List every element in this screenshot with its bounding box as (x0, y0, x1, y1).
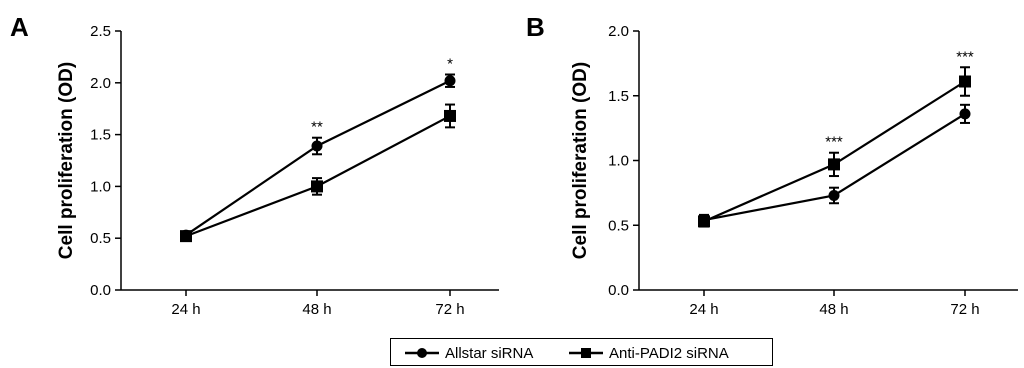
x-tick-label: 72 h (950, 301, 979, 318)
y-tick-label: 1.0 (90, 178, 111, 195)
square-marker-icon (569, 348, 603, 358)
figure: A Cell proliferation (OD) 0.0 0.5 1.0 1.5 2.0 2… (10, 12, 1018, 318)
series-square (698, 66, 971, 228)
data-point-square (959, 75, 971, 88)
data-point-circle (311, 140, 323, 152)
legend: Allstar siRNA Anti-PADI2 siRNA (390, 338, 773, 366)
chart-panel-a: A Cell proliferation (OD) 0.0 0.5 1.0 1.5 2.0 2… (10, 12, 499, 318)
y-tick-label: 1.5 (90, 127, 111, 144)
x-tick-label: 48 h (302, 301, 331, 318)
x-tick-label: 48 h (819, 301, 848, 318)
y-tick-label: 2.5 (90, 23, 111, 40)
significance-annotation: * (447, 56, 453, 73)
y-tick-label: 0.5 (608, 217, 629, 234)
y-axis-label: Cell proliferation (OD) (570, 62, 591, 259)
circle-marker-icon (405, 348, 439, 358)
y-tick-label: 2.0 (90, 75, 111, 92)
series-circle (180, 73, 456, 241)
panel-letter: B (526, 12, 545, 42)
legend-label-allstar: Allstar siRNA (445, 344, 534, 362)
data-point-square (828, 158, 840, 171)
y-tick-label: 0.5 (90, 230, 111, 247)
significance-annotation: ** (311, 119, 323, 136)
significance-annotation: *** (956, 48, 974, 65)
x-tick-label: 72 h (435, 301, 464, 318)
y-tick-label: 2.0 (608, 23, 629, 40)
data-point-circle (959, 108, 971, 120)
y-tick-label: 0.0 (90, 282, 111, 299)
data-point-square (311, 180, 323, 193)
y-tick-label: 1.0 (608, 153, 629, 170)
data-point-square (444, 109, 456, 122)
legend-item-allstar: Allstar siRNA (405, 343, 533, 363)
y-axis-label: Cell proliferation (OD) (56, 62, 77, 259)
legend-item-anti-padi2: Anti-PADI2 siRNA (569, 343, 729, 363)
chart-panel-b: B Cell proliferation (OD) 0.0 0.5 1.0 1.5 2.0 2… (526, 12, 1018, 318)
x-tick-label: 24 h (689, 301, 718, 318)
data-point-circle (444, 75, 456, 87)
x-tick-label: 24 h (171, 301, 200, 318)
y-tick-label: 1.5 (608, 88, 629, 105)
panel-letter: A (10, 12, 29, 42)
series-line (185, 79, 451, 237)
legend-label-anti-padi2: Anti-PADI2 siRNA (609, 344, 729, 362)
data-point-square (180, 230, 192, 243)
significance-annotation: *** (825, 134, 843, 151)
data-point-circle (828, 189, 840, 201)
y-tick-label: 0.0 (608, 282, 629, 299)
data-point-square (698, 215, 710, 228)
series-square (180, 103, 456, 243)
